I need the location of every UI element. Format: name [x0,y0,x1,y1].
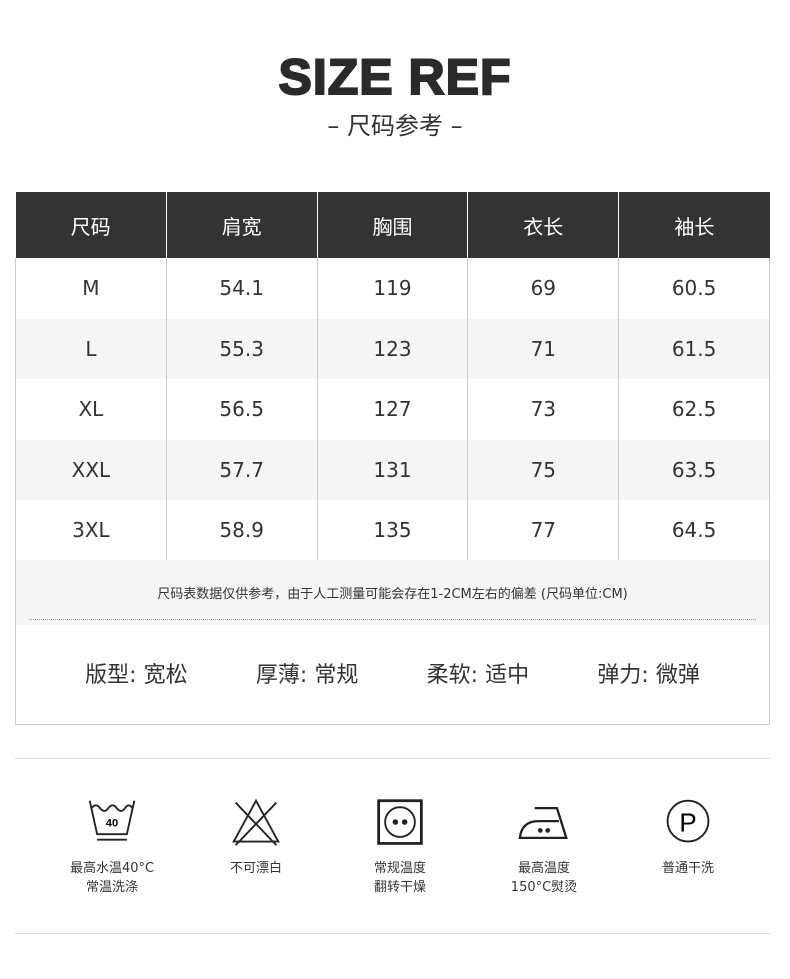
table-cell: 119 [316,258,468,319]
column-header: 肩宽 [165,192,318,258]
care-item: 不可漂白 [184,797,328,897]
table-cell: 127 [316,379,468,440]
table-cell: 77 [467,500,619,561]
table-cell: 56.5 [165,379,318,440]
divider [15,933,770,934]
size-note: 尺码表数据仅供参考，由于人工测量可能会存在1-2CM左右的偏差 (尺码单位:CM… [16,560,769,625]
care-item: 40 最高水温40°C 常温洗涤 [40,797,184,897]
table-cell: 123 [316,318,468,379]
care-label: 最高水温40°C [69,861,155,876]
table-row: M 54.1 119 69 60.5 [15,258,770,319]
table-cell: 64.5 [618,500,770,561]
care-label: 不可漂白 [229,861,282,876]
divider [15,758,770,759]
table-cell: 55.3 [165,318,318,379]
page-subtitle: – 尺码参考 – [327,112,463,140]
care-label: 普通干洗 [661,861,714,876]
table-cell: 63.5 [618,439,770,500]
dotted-divider [29,619,756,620]
care-label: 最高温度 [517,861,570,876]
attr-softness: 柔软: 适中 [426,663,530,688]
note-text: 尺码表数据仅供参考，由于人工测量可能会存在1-2CM左右的偏差 (尺码单位:CM… [157,587,628,602]
table-cell: 62.5 [618,379,770,440]
attr-fit: 版型: 宽松 [85,663,188,688]
column-header: 衣长 [467,192,619,258]
table-cell: 135 [316,500,468,561]
care-item: P 普通干洗 [616,797,760,897]
size-table: 尺码 肩宽 胸围 衣长 袖长 M 54.1 119 69 60.5 L 55.3 123 71 6… [15,192,770,561]
table-row: L 55.3 123 71 61.5 [15,318,770,379]
table-cell: 69 [467,258,619,319]
care-item: 常规温度 翻转干燥 [328,797,472,897]
column-header: 袖长 [618,192,770,258]
iron-icon [518,806,568,840]
table-cell: 75 [467,439,619,500]
care-item: 最高温度 150°C熨烫 [472,797,616,897]
table-cell: XXL [15,439,167,500]
table-cell: 57.7 [165,439,318,500]
table-cell: M [15,258,167,319]
table-cell: 3XL [15,500,167,561]
table-cell: 71 [467,318,619,379]
table-row: XXL 57.7 131 75 63.5 [15,439,770,500]
attr-thickness: 厚薄: 常规 [255,663,359,688]
table-cell: XL [15,379,167,440]
fabric-attributes: 版型: 宽松 厚薄: 常规 柔软: 适中 弹力: 微弹 [16,657,769,689]
p-letter: P [679,807,696,837]
column-header: 尺码 [15,192,167,258]
table-header: 尺码 肩宽 胸围 衣长 袖长 [15,192,770,258]
care-label: 常温洗涤 [85,880,138,895]
attr-elasticity: 弹力: 微弹 [597,663,700,688]
info-box: 尺码表数据仅供参考，由于人工测量可能会存在1-2CM左右的偏差 (尺码单位:CM… [15,560,770,725]
table-row: 3XL 58.9 135 77 64.5 [15,500,770,561]
page-title: SIZE REF [277,48,512,106]
no-bleach-icon [232,798,280,846]
table-cell: 73 [467,379,619,440]
care-label: 150°C熨烫 [510,880,578,895]
temp-label: 40 [106,818,118,830]
table-row: XL 56.5 127 73 62.5 [15,379,770,440]
column-header: 胸围 [316,192,468,258]
table-cell: 54.1 [165,258,318,319]
table-cell: 61.5 [618,318,770,379]
table-cell: 131 [316,439,468,500]
tumble-dry-icon [377,799,423,845]
wash-40-icon: 40 [88,800,136,841]
care-label: 常规温度 [373,861,426,876]
table-cell: 58.9 [165,500,318,561]
table-cell: 60.5 [618,258,770,319]
care-label: 翻转干燥 [373,880,426,895]
table-cell: L [15,318,167,379]
care-instructions: 40 最高水温40°C 常温洗涤 不可漂白 常规温度翻转干燥 最高温度 150°C熨… [40,797,760,897]
dry-clean-p-icon: P [666,799,710,843]
